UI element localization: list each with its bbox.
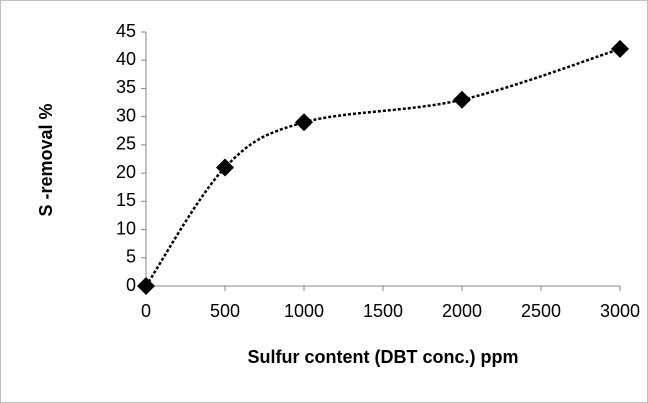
x-tick-label: 500 — [210, 301, 240, 321]
y-tick-label: 15 — [116, 190, 136, 210]
y-tick-label: 0 — [126, 275, 136, 295]
marker — [611, 39, 629, 58]
y-tick-label: 25 — [116, 134, 136, 154]
marker — [295, 113, 313, 132]
marker — [216, 158, 234, 177]
x-tick-label: 2000 — [442, 301, 482, 321]
x-axis-title: Sulfur content (DBT conc.) ppm — [248, 347, 519, 367]
x-tick-label: 3000 — [600, 301, 640, 321]
marker — [453, 90, 471, 109]
y-tick-label: 5 — [126, 247, 136, 267]
x-tick-label: 0 — [141, 301, 151, 321]
marker — [137, 277, 155, 295]
y-tick-label: 45 — [116, 21, 136, 41]
x-tick-label: 1500 — [363, 301, 403, 321]
y-tick-label: 40 — [116, 49, 136, 69]
y-tick-label: 30 — [116, 105, 136, 125]
x-tick-label: 1000 — [284, 301, 324, 321]
y-tick-label: 35 — [116, 77, 136, 97]
y-axis-title: S -removal % — [36, 103, 56, 216]
series-line — [144, 47, 621, 287]
x-tick-label: 2500 — [521, 301, 561, 321]
y-tick-label: 10 — [116, 218, 136, 238]
y-tick-label: 20 — [116, 162, 136, 182]
